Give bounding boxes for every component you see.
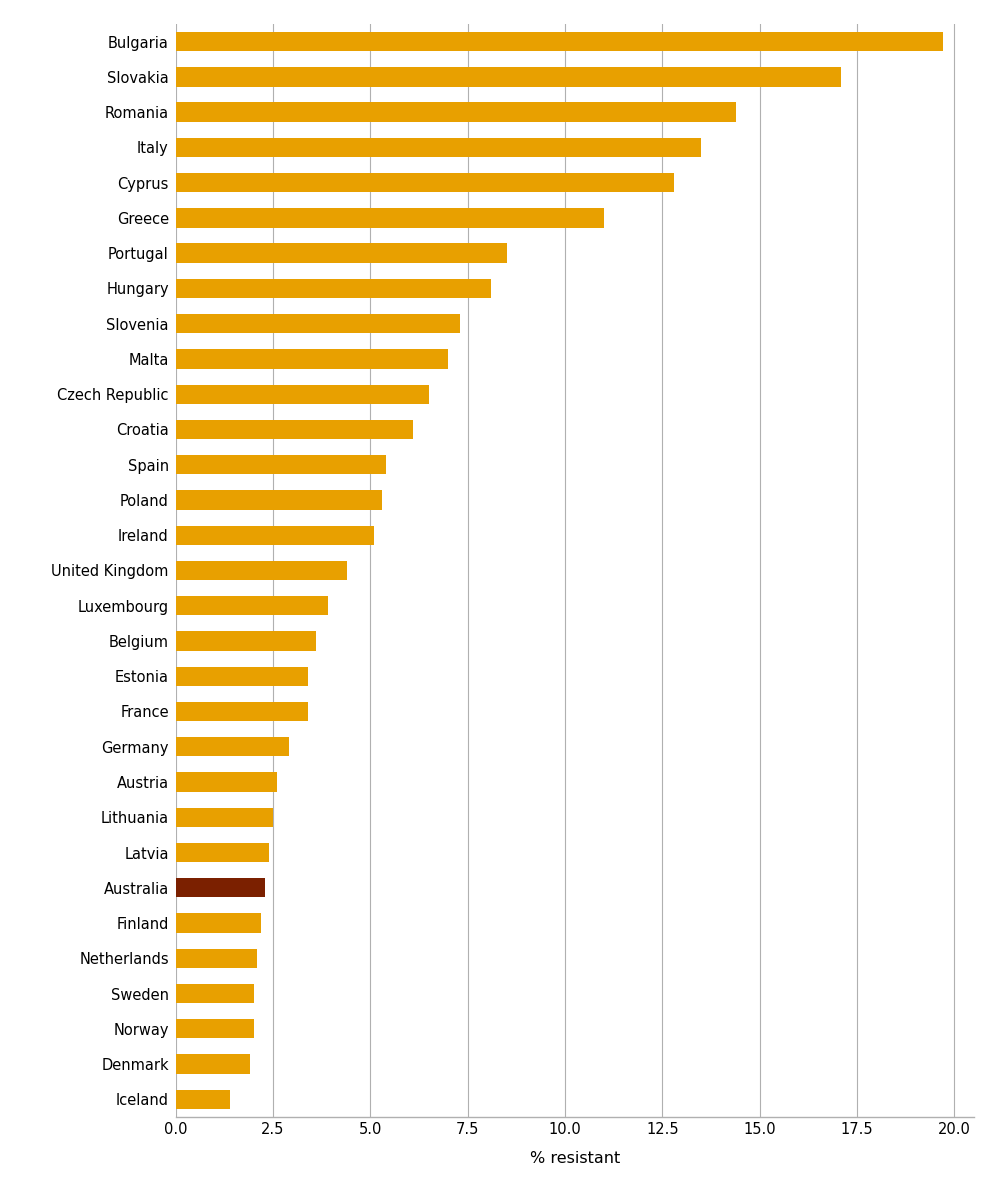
Bar [176, 737, 288, 757]
Bar [176, 102, 735, 121]
Bar [176, 807, 273, 827]
Bar [176, 208, 604, 228]
Bar [176, 384, 428, 404]
Bar [176, 913, 261, 933]
Bar [176, 490, 382, 509]
Bar [176, 843, 269, 862]
Bar [176, 1020, 254, 1039]
Bar [176, 526, 374, 545]
Bar [176, 772, 277, 791]
Bar [176, 878, 265, 897]
Bar [176, 67, 841, 86]
Bar [176, 984, 254, 1003]
Bar [176, 701, 308, 721]
Bar [176, 138, 701, 157]
Bar [176, 1089, 230, 1109]
X-axis label: % resistant: % resistant [530, 1151, 619, 1166]
Bar [176, 667, 308, 686]
Bar [176, 632, 316, 651]
Bar [176, 420, 413, 440]
Bar [176, 561, 347, 580]
Bar [176, 455, 385, 474]
Bar [176, 279, 490, 298]
Bar [176, 173, 673, 192]
Bar [176, 313, 459, 334]
Bar [176, 244, 507, 263]
Bar [176, 596, 327, 615]
Bar [176, 1054, 250, 1074]
Bar [176, 32, 942, 52]
Bar [176, 949, 257, 968]
Bar [176, 349, 447, 369]
